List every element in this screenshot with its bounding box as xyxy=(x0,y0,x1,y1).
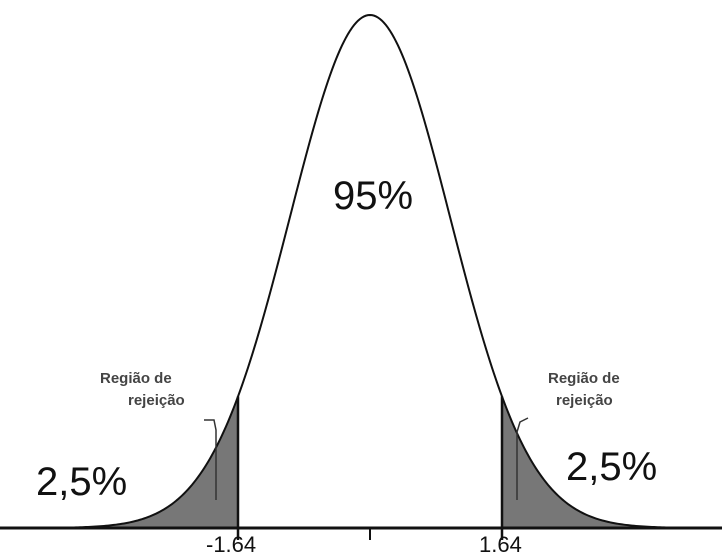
right-region-label-line1: Região de xyxy=(548,370,620,387)
right-critical-value-label: 1.64 xyxy=(479,532,522,555)
left-region-label-line2: rejeição xyxy=(128,392,185,409)
left-region-label-line1: Região de xyxy=(100,370,172,387)
right-tail-area-label: 2,5% xyxy=(566,445,657,489)
left-region-bracket xyxy=(204,419,217,500)
left-rejection-area xyxy=(0,396,238,528)
left-tail-area-label: 2,5% xyxy=(36,460,127,504)
left-critical-value-label: -1.64 xyxy=(206,532,256,555)
center-area-label: 95% xyxy=(333,174,413,218)
bell-curve xyxy=(0,13,722,529)
right-region-bracket xyxy=(516,417,529,500)
right-region-label-line2: rejeição xyxy=(556,392,613,409)
